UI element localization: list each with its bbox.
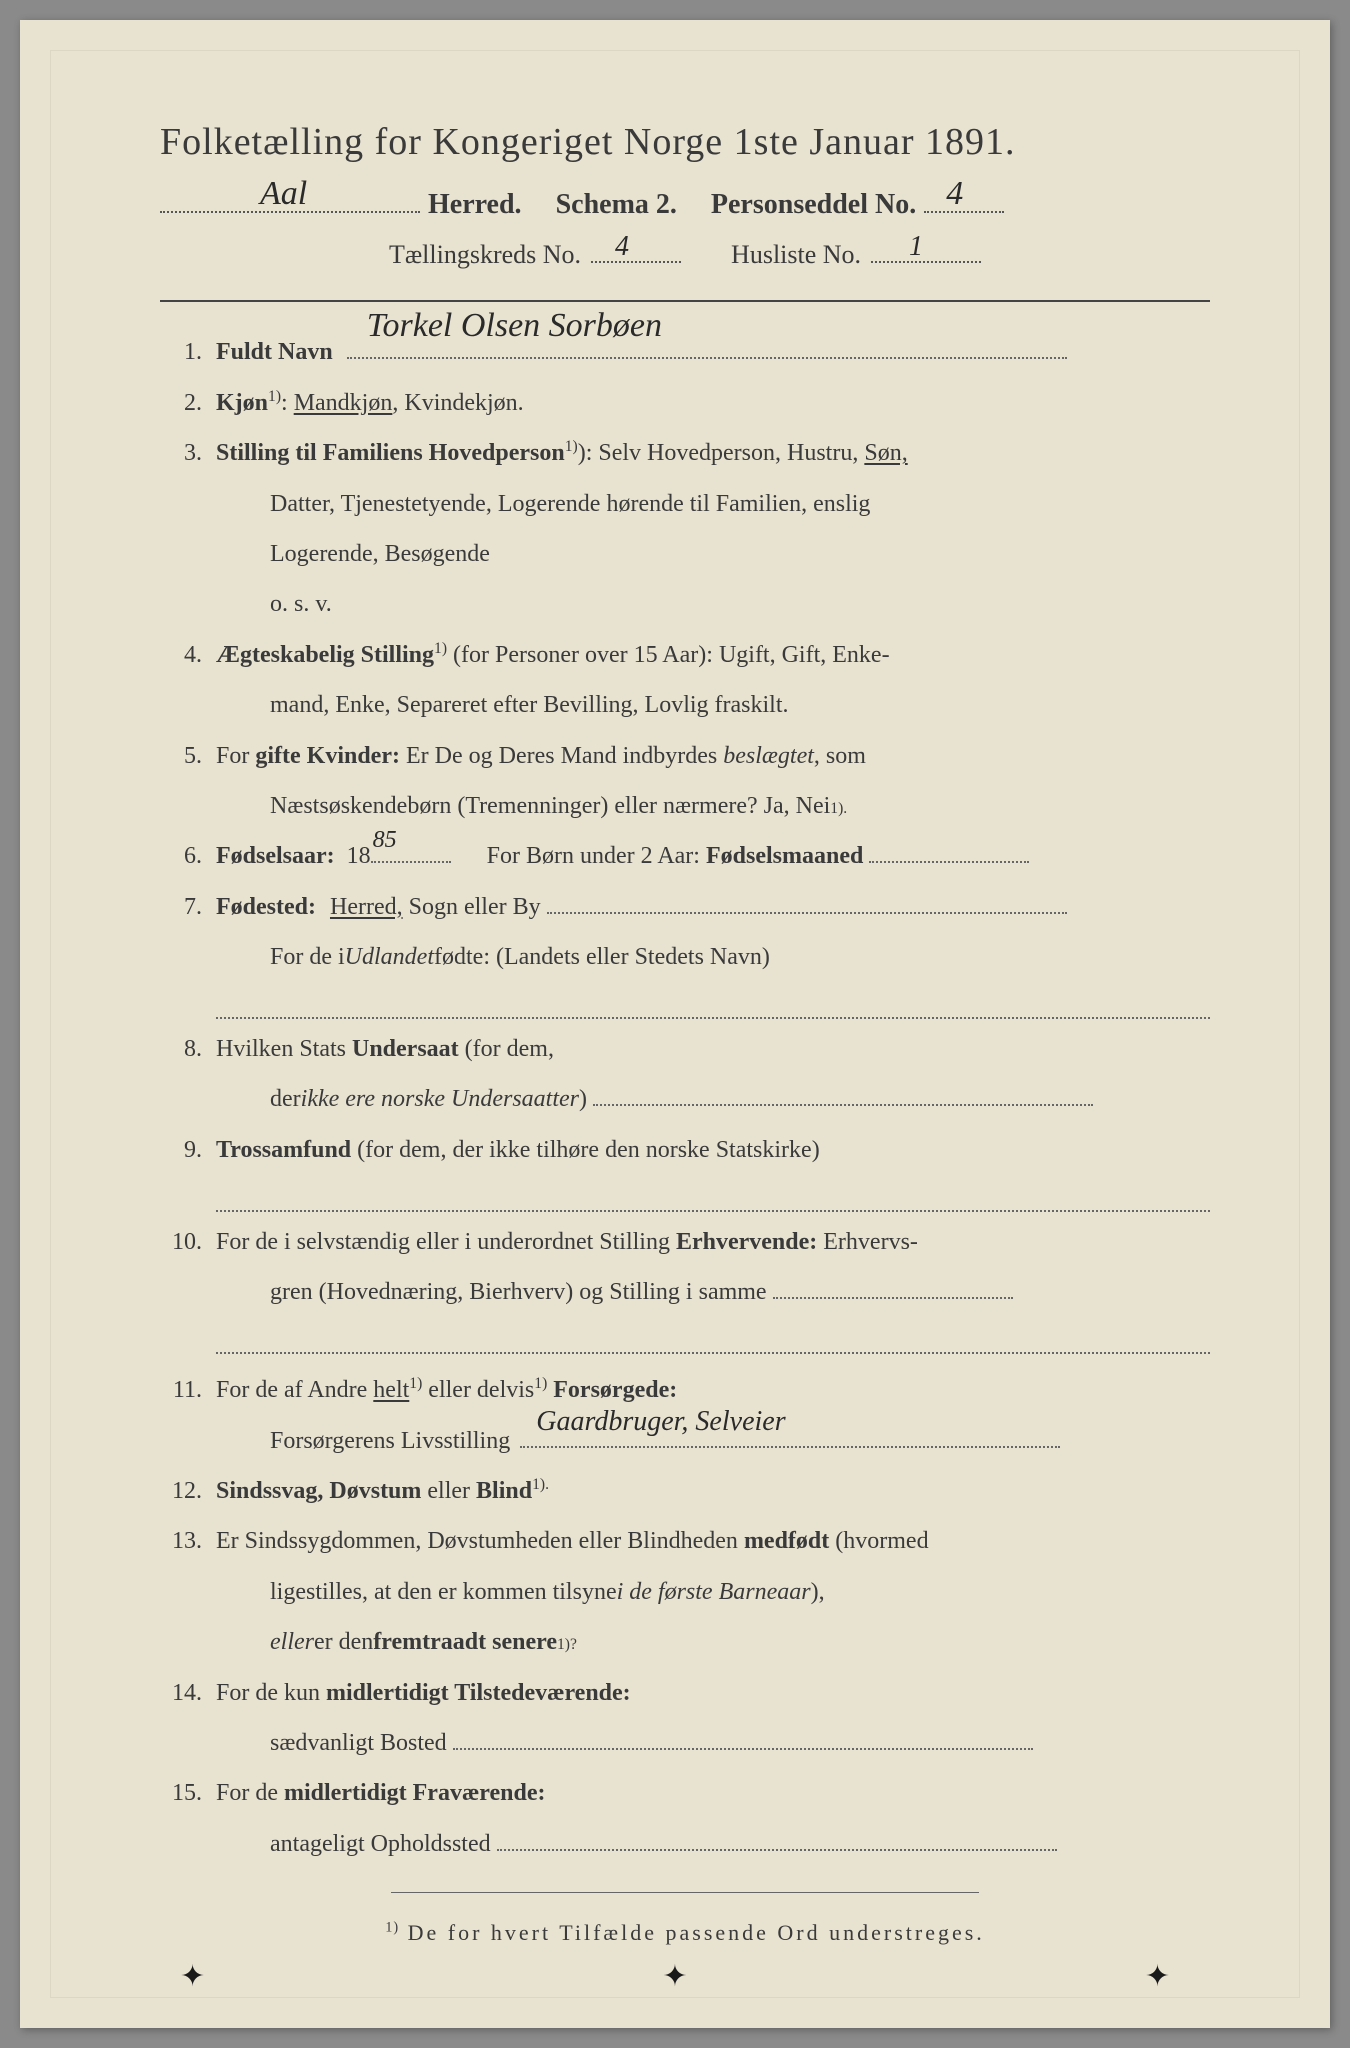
item-12: 12. Sindssvag, Døvstum eller Blind1). xyxy=(160,1469,1210,1513)
binding-marks: ✦ ✦ ✦ xyxy=(20,1959,1330,1994)
item-4: 4. Ægteskabelig Stilling1) (for Personer… xyxy=(160,633,1210,677)
item-13-line3: eller er den fremtraadt senere1)? xyxy=(160,1620,1210,1664)
label-2: Kjøn xyxy=(216,390,268,416)
personseddel-field: 4 xyxy=(924,182,1004,213)
label-4: Ægteskabelig Stilling xyxy=(216,642,434,668)
num-10: 10. xyxy=(160,1220,216,1264)
page-title: Folketælling for Kongeriget Norge 1ste J… xyxy=(160,120,1210,164)
name-field: Torkel Olsen Sorbøen xyxy=(347,357,1067,359)
item-2: 2. Kjøn1): Mandkjøn, Kvindekjøn. xyxy=(160,381,1210,425)
item-5: 5. For gifte Kvinder: Er De og Deres Man… xyxy=(160,734,1210,778)
opt-son: Søn, xyxy=(864,440,907,466)
dotted-line-7 xyxy=(216,985,1210,1019)
num-12: 12. xyxy=(160,1469,216,1513)
provider-field: Gaardbruger, Selveier xyxy=(520,1446,1060,1448)
residence-field xyxy=(453,1748,1033,1750)
husliste-value: 1 xyxy=(909,231,923,263)
item-10: 10. For de i selvstændig eller i underor… xyxy=(160,1220,1210,1264)
num-14: 14. xyxy=(160,1671,216,1715)
provider-value: Gaardbruger, Selveier xyxy=(536,1396,785,1448)
num-4: 4. xyxy=(160,633,216,677)
num-13: 13. xyxy=(160,1519,216,1563)
divider-bottom xyxy=(391,1892,979,1893)
num-15: 15. xyxy=(160,1771,216,1815)
schema-label: Schema 2. xyxy=(556,189,677,221)
census-form-page: Folketælling for Kongeriget Norge 1ste J… xyxy=(20,20,1330,2028)
husliste-field: 1 xyxy=(871,235,981,264)
undersaat-field xyxy=(593,1104,1093,1106)
num-5: 5. xyxy=(160,734,216,778)
item-3-line3: Logerende, Besøgende xyxy=(160,532,1210,576)
item-6: 6. Fødselsaar: 1885 For Børn under 2 Aar… xyxy=(160,834,1210,878)
opt-mandkjon: Mandkjøn xyxy=(294,390,393,416)
husliste-label: Husliste No. xyxy=(731,240,861,270)
num-1: 1. xyxy=(160,330,216,374)
label-1: Fuldt Navn xyxy=(216,339,333,365)
taellingskreds-label: Tællingskreds No. xyxy=(389,240,581,270)
item-3: 3. Stilling til Familiens Hovedperson1))… xyxy=(160,431,1210,475)
footnote: 1) De for hvert Tilfælde passende Ord un… xyxy=(160,1913,1210,1954)
whereabouts-field xyxy=(497,1849,1057,1851)
label-7: Fødested: xyxy=(216,894,316,920)
num-8: 8. xyxy=(160,1027,216,1071)
item-14-line2: sædvanligt Bosted xyxy=(160,1721,1210,1765)
herred-value: Aal xyxy=(260,175,307,213)
taellingskreds-value: 4 xyxy=(615,231,629,263)
year-field: 85 xyxy=(371,861,451,863)
birthmonth-field xyxy=(869,861,1029,863)
form-body: 1. Fuldt Navn Torkel Olsen Sorbøen 2. Kj… xyxy=(160,330,1210,1953)
dotted-line-9 xyxy=(216,1178,1210,1212)
label-6: Fødselsaar: xyxy=(216,843,335,869)
dotted-line-10 xyxy=(216,1321,1210,1355)
num-7: 7. xyxy=(160,885,216,929)
opt-kvindekjon: Kvindekjøn. xyxy=(404,390,523,416)
item-5-line2: Næstsøskendebørn (Tremenninger) eller næ… xyxy=(160,784,1210,828)
item-7-line2: For de i Udlandet fødte: (Landets eller … xyxy=(160,935,1210,979)
item-7: 7. Fødested: Herred, Sogn eller By xyxy=(160,885,1210,929)
item-8: 8. Hvilken Stats Undersaat (for dem, xyxy=(160,1027,1210,1071)
item-14: 14. For de kun midlertidigt Tilstedevære… xyxy=(160,1671,1210,1715)
item-11-line2: Forsørgerens Livsstilling Gaardbruger, S… xyxy=(160,1419,1210,1463)
personseddel-value: 4 xyxy=(946,175,963,213)
item-13: 13. Er Sindssygdommen, Døvstumheden elle… xyxy=(160,1519,1210,1563)
item-15: 15. For de midlertidigt Fraværende: xyxy=(160,1771,1210,1815)
birthplace-field xyxy=(547,912,1067,914)
item-10-line2: gren (Hovednæring, Bierhverv) og Stillin… xyxy=(160,1270,1210,1314)
year-value: 85 xyxy=(373,818,397,862)
num-9: 9. xyxy=(160,1128,216,1172)
header-line-kreds: Tællingskreds No. 4 Husliste No. 1 xyxy=(160,235,1210,271)
item-9: 9. Trossamfund (for dem, der ikke tilhør… xyxy=(160,1128,1210,1172)
punch-mark: ✦ xyxy=(662,1959,687,1994)
taellingskreds-field: 4 xyxy=(591,235,681,264)
num-6: 6. xyxy=(160,834,216,878)
herred-field: Aal xyxy=(160,182,420,213)
item-8-line2: der ikke ere norske Undersaatter) xyxy=(160,1077,1210,1121)
item-3-line2: Datter, Tjenestetyende, Logerende hørend… xyxy=(160,482,1210,526)
divider-top xyxy=(160,300,1210,302)
num-2: 2. xyxy=(160,381,216,425)
num-11: 11. xyxy=(160,1368,216,1412)
personseddel-label: Personseddel No. xyxy=(711,189,916,221)
item-1: 1. Fuldt Navn Torkel Olsen Sorbøen xyxy=(160,330,1210,374)
opt-herred: Herred, xyxy=(330,894,403,920)
occupation-field xyxy=(773,1297,1013,1299)
item-15-line2: antageligt Opholdssted xyxy=(160,1822,1210,1866)
punch-mark: ✦ xyxy=(180,1959,205,1994)
name-value: Torkel Olsen Sorbøen xyxy=(367,295,662,358)
punch-mark: ✦ xyxy=(1145,1959,1170,1994)
label-3: Stilling til Familiens Hovedperson xyxy=(216,440,565,466)
item-4-line2: mand, Enke, Separeret efter Bevilling, L… xyxy=(160,683,1210,727)
herred-label: Herred. xyxy=(428,189,522,221)
item-3-line4: o. s. v. xyxy=(160,582,1210,626)
item-13-line2: ligestilles, at den er kommen tilsyne i … xyxy=(160,1570,1210,1614)
num-3: 3. xyxy=(160,431,216,475)
header-line-herred: Aal Herred. Schema 2. Personseddel No. 4 xyxy=(160,182,1210,221)
